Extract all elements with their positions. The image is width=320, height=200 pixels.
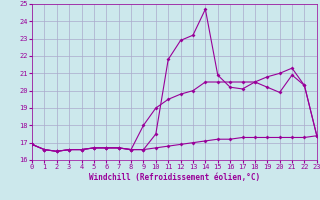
X-axis label: Windchill (Refroidissement éolien,°C): Windchill (Refroidissement éolien,°C)	[89, 173, 260, 182]
